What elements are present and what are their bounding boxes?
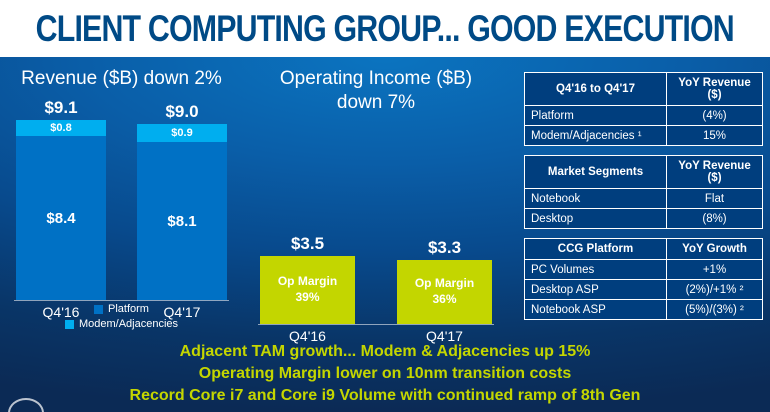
op-margin-label: Op Margin <box>277 274 338 289</box>
revenue-category-labels: Q4'16 Q4'17 <box>14 304 229 320</box>
table-cell: PC Volumes <box>524 259 667 280</box>
op-income-bar: Op Margin 36% <box>397 260 492 324</box>
slide-header: CLIENT COMPUTING GROUP... GOOD EXECUTION <box>0 0 770 57</box>
operating-income-chart: Operating Income ($B) down 7% $3.5 Op Ma… <box>258 67 494 344</box>
table-header: CCG Platform <box>524 238 667 260</box>
revenue-bar-q416: $9.1 $0.8 $8.4 <box>16 98 106 300</box>
table-header-row: CCG Platform YoY Growth <box>524 238 763 260</box>
table-header-row: Q4'16 to Q4'17 YoY Revenue ($) <box>524 72 763 106</box>
table-cell: (4%) <box>666 105 763 126</box>
yoy-revenue-table: Q4'16 to Q4'17 YoY Revenue ($) Platform … <box>524 72 763 146</box>
metrics-tables: Q4'16 to Q4'17 YoY Revenue ($) Platform … <box>524 72 763 320</box>
op-margin-value: 39% <box>295 290 320 304</box>
bar-total-label: $3.3 <box>427 238 462 257</box>
stacked-bar: $0.9 $8.1 <box>137 124 227 300</box>
legend-item-platform: Platform <box>94 303 149 315</box>
table-cell: (5%)/(3%) ² <box>666 299 763 320</box>
table-header: YoY Revenue ($) <box>666 72 763 106</box>
op-income-category-labels: Q4'16 Q4'17 <box>258 328 494 344</box>
segment-platform: $8.1 <box>137 142 227 300</box>
table-cell: Notebook ASP <box>524 299 667 320</box>
slide-body: Revenue ($B) down 2% $9.1 $0.8 $8.4 $9.0 <box>0 57 770 412</box>
segment-value-label: $0.8 <box>50 122 72 134</box>
segment-value-label: $8.4 <box>46 209 76 227</box>
table-cell: Modem/Adjacencies ¹ <box>524 125 667 146</box>
table-row: Notebook ASP (5%)/(3%) ² <box>524 299 763 320</box>
segment-modem: $0.9 <box>137 124 227 142</box>
op-margin-value: 36% <box>432 292 457 306</box>
table-cell: Notebook <box>524 188 667 209</box>
segment-value-label: $0.9 <box>171 127 193 139</box>
modem-swatch-icon <box>64 319 74 329</box>
op-margin-label: Op Margin <box>414 276 475 291</box>
revenue-chart: Revenue ($B) down 2% $9.1 $0.8 $8.4 $9.0 <box>14 67 229 330</box>
operating-income-chart-title: Operating Income ($B) down 7% <box>279 68 473 113</box>
bar-total-label: $9.0 <box>165 102 199 121</box>
table-row: PC Volumes +1% <box>524 259 763 280</box>
table-cell: 15% <box>666 125 763 146</box>
segment-value-label: $8.1 <box>167 212 197 230</box>
segment-modem: $0.8 <box>16 120 106 136</box>
table-row: Platform (4%) <box>524 105 763 126</box>
table-row: Desktop (8%) <box>524 208 763 229</box>
table-cell: +1% <box>666 259 763 280</box>
market-segments-table: Market Segments YoY Revenue ($) Notebook… <box>524 155 763 229</box>
category-label: Q4'16 <box>289 328 326 344</box>
table-header: YoY Revenue ($) <box>666 155 763 189</box>
platform-swatch-icon <box>94 304 104 314</box>
table-cell: Platform <box>524 105 667 126</box>
revenue-legend: Platform Modem/Adjacencies <box>14 303 229 330</box>
table-cell: (2%)/+1% ² <box>666 279 763 300</box>
table-row: Desktop ASP (2%)/+1% ² <box>524 279 763 300</box>
legend-label: Platform <box>108 303 149 315</box>
takeaway-lines: Adjacent TAM growth... Modem & Adjacenci… <box>0 343 770 405</box>
revenue-chart-title: Revenue ($B) down 2% <box>21 68 222 89</box>
category-label: Q4'17 <box>426 328 463 344</box>
table-cell: Flat <box>666 188 763 209</box>
takeaway-line: Record Core i7 and Core i9 Volume with c… <box>129 387 641 404</box>
table-header: YoY Growth <box>666 238 763 260</box>
op-income-bar: Op Margin 39% <box>260 256 355 324</box>
bar-total-label: $9.1 <box>44 98 78 117</box>
table-cell: (8%) <box>666 208 763 229</box>
page-title: CLIENT COMPUTING GROUP... GOOD EXECUTION <box>35 7 735 49</box>
table-header-row: Market Segments YoY Revenue ($) <box>524 155 763 189</box>
table-header: Market Segments <box>524 155 667 189</box>
op-income-bars-area: $3.5 Op Margin 39% $3.3 Op Margin 36% <box>258 121 494 325</box>
legend-item-modem: Modem/Adjacencies <box>64 318 179 330</box>
category-label: Q4'17 <box>163 304 201 320</box>
segment-platform: $8.4 <box>16 136 106 300</box>
legend-label: Modem/Adjacencies <box>78 318 179 330</box>
category-label: Q4'16 <box>42 304 80 320</box>
op-income-bar-q417: $3.3 Op Margin 36% <box>397 238 492 324</box>
revenue-bar-q417: $9.0 $0.9 $8.1 <box>137 102 227 300</box>
bar-total-label: $3.5 <box>290 234 325 253</box>
table-header: Q4'16 to Q4'17 <box>524 72 667 106</box>
revenue-bars-area: $9.1 $0.8 $8.4 $9.0 $0.9 <box>14 97 229 301</box>
takeaway-line: Operating Margin lower on 10nm transitio… <box>198 365 572 382</box>
takeaway-line: Adjacent TAM growth... Modem & Adjacenci… <box>179 343 591 360</box>
op-income-bar-q416: $3.5 Op Margin 39% <box>260 234 355 324</box>
table-row: Modem/Adjacencies ¹ 15% <box>524 125 763 146</box>
table-row: Notebook Flat <box>524 188 763 209</box>
table-cell: Desktop ASP <box>524 279 667 300</box>
table-cell: Desktop <box>524 208 667 229</box>
stacked-bar: $0.8 $8.4 <box>16 120 106 300</box>
ccg-platform-table: CCG Platform YoY Growth PC Volumes +1% D… <box>524 238 763 320</box>
